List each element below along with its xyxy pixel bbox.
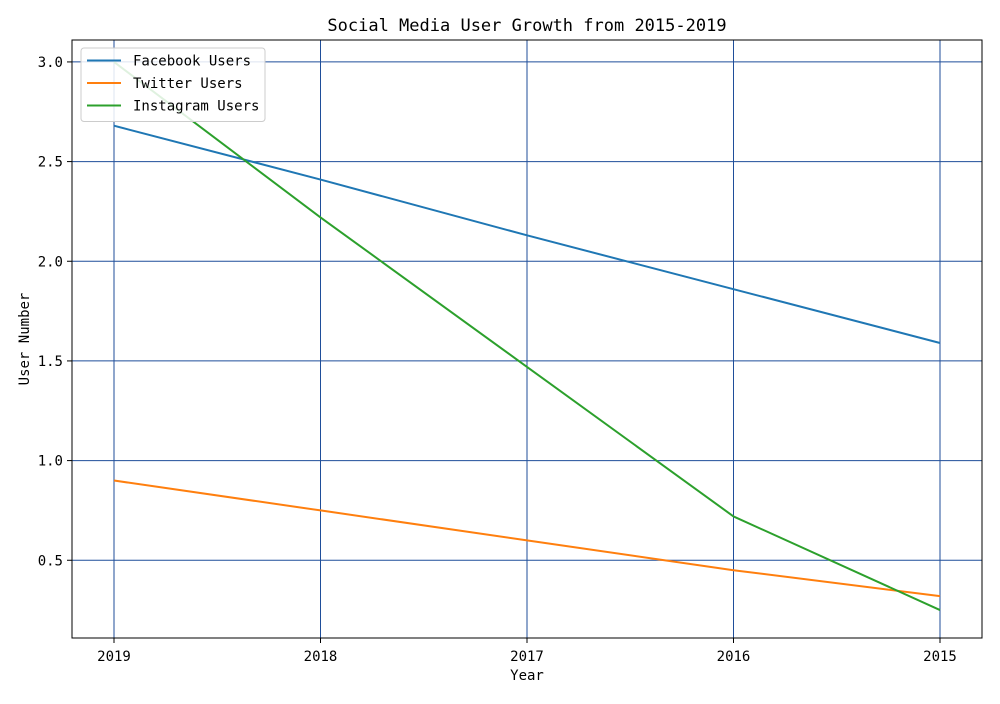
y-axis-label: User Number bbox=[17, 293, 33, 386]
x-axis-label: Year bbox=[510, 668, 544, 684]
grid bbox=[72, 40, 982, 638]
x-tick-label: 2017 bbox=[510, 649, 544, 665]
series-line-facebook-users bbox=[113, 124, 941, 344]
y-tick-label: 3.0 bbox=[38, 55, 63, 71]
legend-entry-label: Facebook Users bbox=[133, 54, 251, 70]
x-tick-label: 2018 bbox=[304, 649, 338, 665]
y-tick-label: 1.5 bbox=[38, 354, 63, 370]
y-tick-label: 2.5 bbox=[38, 155, 63, 171]
series-lines bbox=[113, 61, 941, 612]
x-tick-label: 2015 bbox=[923, 649, 957, 665]
legend-entry-label: Instagram Users bbox=[133, 99, 259, 115]
legend: Facebook Users Twitter Users Instagram Use… bbox=[80, 47, 266, 122]
x-tick-label: 2016 bbox=[717, 649, 751, 665]
axis-ticks: 2019 2018 2017 2016 2015 0.5 1.0 1.5 2.0 2.5 3.0 bbox=[38, 55, 957, 665]
legend-entry-label: Twitter Users bbox=[133, 76, 243, 92]
y-tick-label: 1.0 bbox=[38, 454, 63, 470]
series-line-instagram-users bbox=[113, 61, 941, 612]
series-line-twitter-users bbox=[113, 479, 941, 598]
legend-box bbox=[80, 47, 266, 122]
x-tick-label: 2019 bbox=[97, 649, 131, 665]
y-tick-label: 2.0 bbox=[38, 254, 63, 270]
y-tick-label: 0.5 bbox=[38, 553, 63, 569]
chart-title: Social Media User Growth from 2015-2019 bbox=[327, 16, 726, 36]
